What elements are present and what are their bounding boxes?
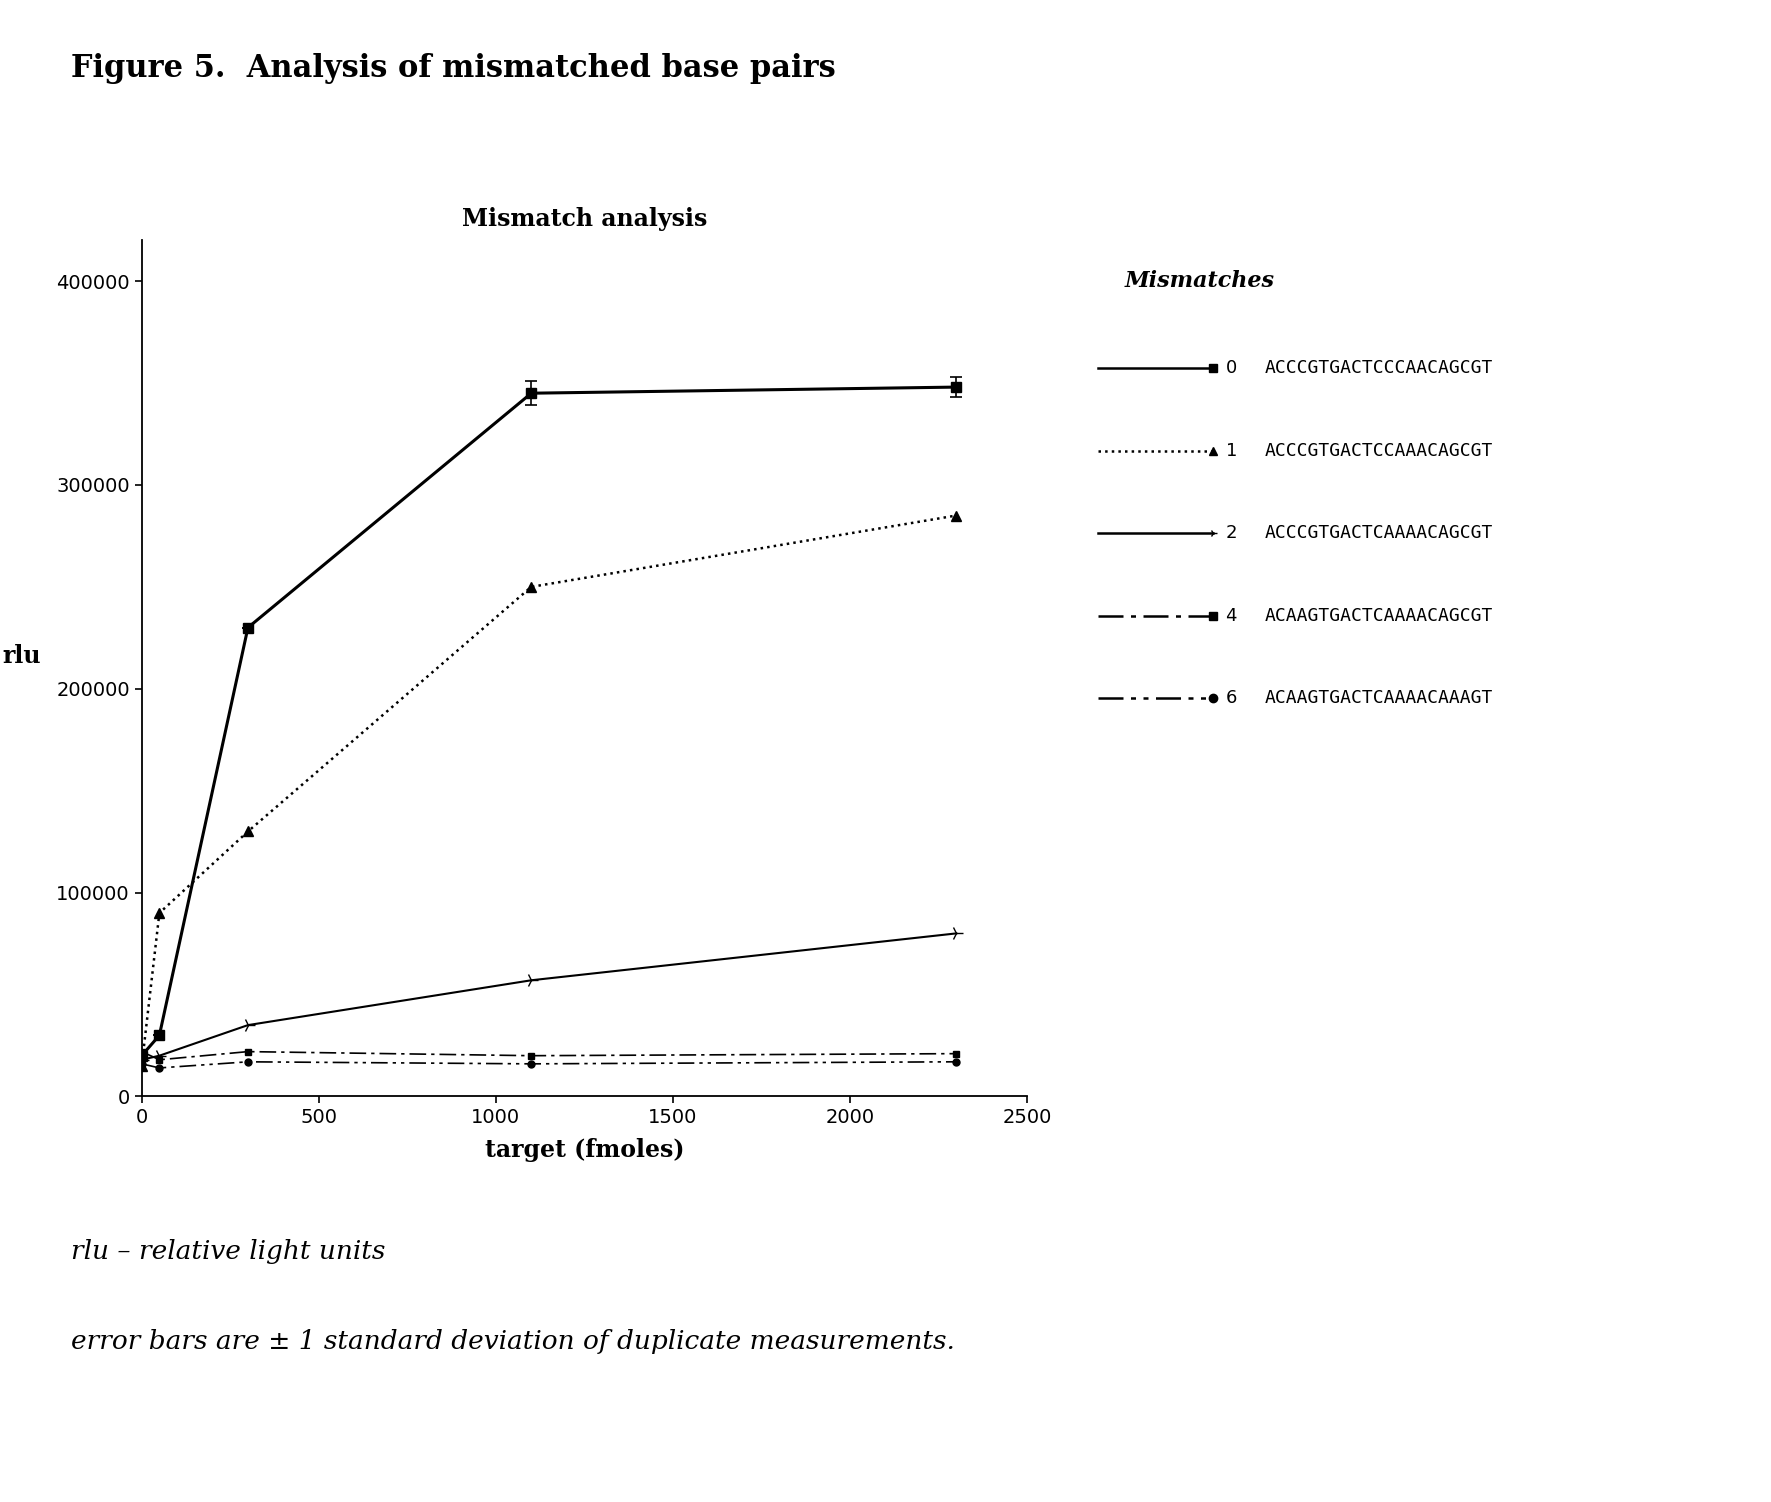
Text: 6: 6 [1226, 689, 1236, 707]
Text: Mismatches: Mismatches [1125, 270, 1275, 293]
Text: ACCCGTGACTCAAAACAGCGT: ACCCGTGACTCAAAACAGCGT [1264, 524, 1493, 542]
Text: 0: 0 [1226, 359, 1236, 377]
X-axis label: target (fmoles): target (fmoles) [485, 1139, 684, 1163]
Text: 2: 2 [1226, 524, 1236, 542]
Text: 4: 4 [1226, 607, 1236, 625]
Text: ACAAGTGACTCAAAACAGCGT: ACAAGTGACTCAAAACAGCGT [1264, 607, 1493, 625]
Text: ACAAGTGACTCAAAACAAAGT: ACAAGTGACTCAAAACAAAGT [1264, 689, 1493, 707]
Text: error bars are ± 1 standard deviation of duplicate measurements.: error bars are ± 1 standard deviation of… [71, 1329, 955, 1355]
Title: Mismatch analysis: Mismatch analysis [462, 207, 707, 231]
Text: ACCCGTGACTCCAAACAGCGT: ACCCGTGACTCCAAACAGCGT [1264, 442, 1493, 460]
Text: 1: 1 [1226, 442, 1236, 460]
Y-axis label: rlu: rlu [2, 644, 41, 668]
Text: ACCCGTGACTCCCAACAGCGT: ACCCGTGACTCCCAACAGCGT [1264, 359, 1493, 377]
Text: Figure 5.  Analysis of mismatched base pairs: Figure 5. Analysis of mismatched base pa… [71, 53, 836, 84]
Text: rlu – relative light units: rlu – relative light units [71, 1239, 386, 1265]
